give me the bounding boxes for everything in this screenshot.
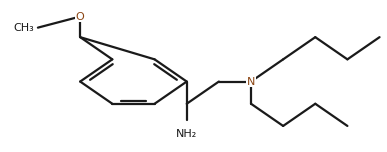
Text: O: O	[76, 12, 84, 22]
Text: CH₃: CH₃	[14, 23, 34, 33]
Text: N: N	[247, 77, 255, 86]
Text: NH₂: NH₂	[176, 129, 197, 139]
